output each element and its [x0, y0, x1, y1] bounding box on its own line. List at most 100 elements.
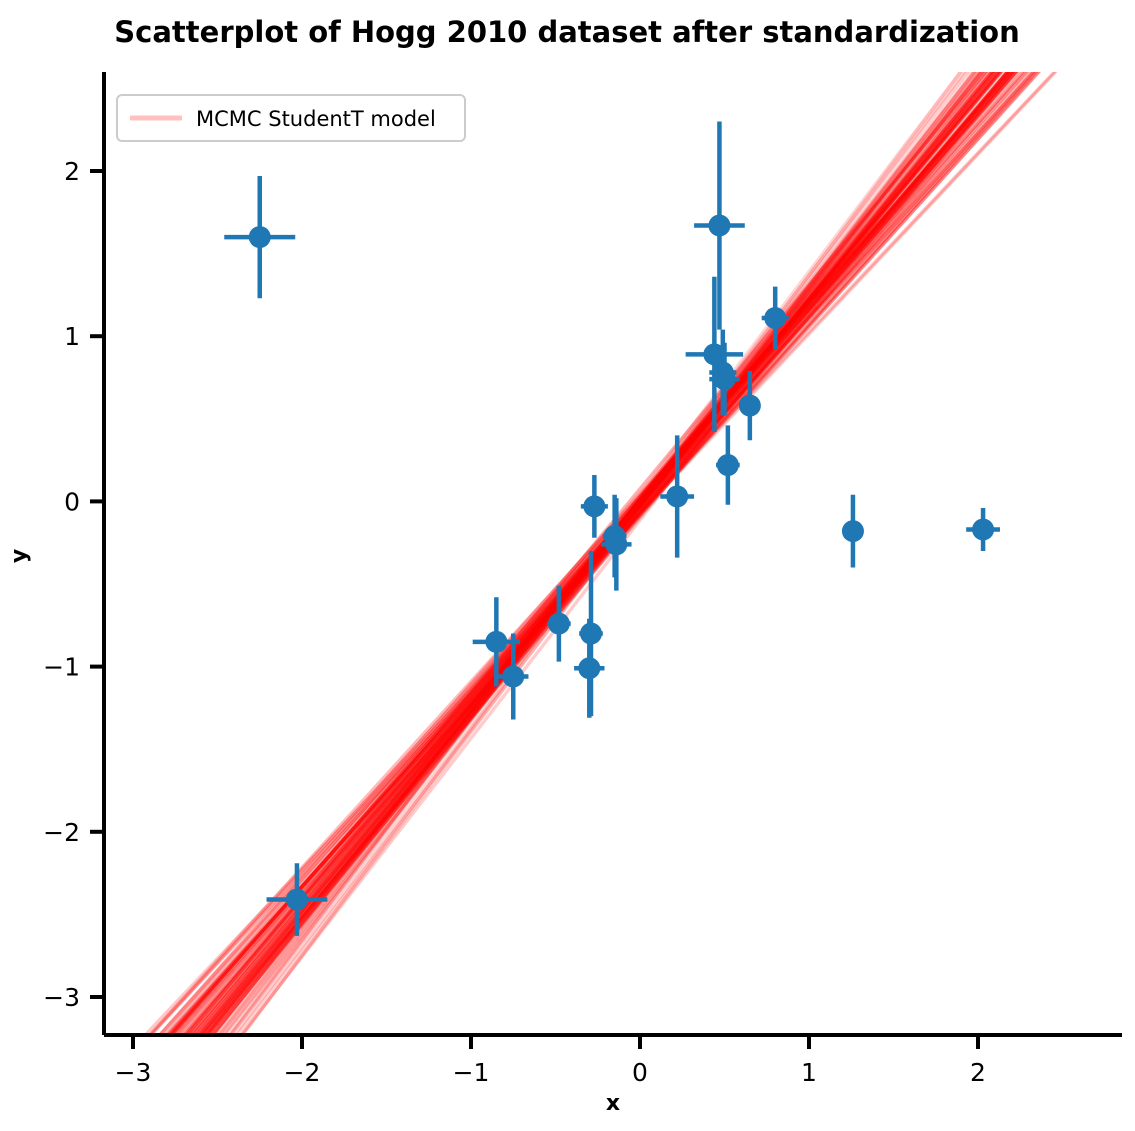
marker	[248, 226, 271, 249]
marker	[841, 520, 864, 543]
posterior-line	[209, 72, 1000, 1035]
posterior-line	[181, 72, 1010, 1035]
posterior-line	[217, 72, 977, 1035]
posterior-line	[167, 72, 1013, 1035]
posterior-line	[210, 72, 984, 1035]
posterior-line	[210, 72, 985, 1035]
data-point	[601, 498, 632, 591]
marker	[605, 533, 628, 556]
x-axis-label: x	[606, 1091, 620, 1116]
x-tick-label: −2	[284, 1058, 321, 1087]
posterior-line	[201, 72, 1010, 1035]
marker	[578, 657, 601, 680]
data-point	[709, 342, 740, 416]
posterior-line	[204, 72, 994, 1035]
posterior-line	[157, 72, 1036, 1035]
marker	[485, 630, 508, 653]
posterior-line	[168, 72, 1029, 1035]
marker	[764, 307, 787, 330]
marker	[666, 485, 689, 508]
legend[interactable]: MCMC StudentT model	[116, 94, 466, 142]
data-point	[761, 286, 789, 350]
posterior-line	[227, 72, 967, 1035]
marker	[703, 343, 726, 366]
marker	[583, 495, 606, 518]
posterior-line	[234, 72, 980, 1035]
data-points-layer	[224, 121, 1000, 936]
posterior-line	[171, 72, 1013, 1035]
posterior-line	[198, 72, 994, 1035]
data-point	[694, 121, 745, 330]
data-point	[498, 633, 529, 720]
posterior-line	[184, 72, 1004, 1035]
posterior-line	[169, 72, 1021, 1035]
y-axis-ticks: −3 −2 −1 0 1 2	[43, 157, 104, 1012]
marker	[285, 888, 308, 911]
data-point	[660, 435, 695, 558]
posterior-line	[165, 72, 1042, 1035]
y-tick-label: 0	[64, 487, 80, 516]
y-axis-label: y	[7, 549, 32, 563]
posterior-line	[188, 72, 1011, 1035]
x-tick-label: 2	[970, 1058, 986, 1087]
y-tick-label: −2	[43, 818, 80, 847]
data-point	[685, 276, 744, 433]
posterior-line	[157, 72, 1017, 1035]
posterior-line	[162, 72, 1019, 1035]
posterior-line	[174, 72, 1036, 1035]
data-point	[574, 618, 605, 718]
posterior-line	[228, 72, 970, 1035]
posterior-line	[210, 72, 995, 1035]
x-tick-label: 0	[632, 1058, 648, 1087]
posterior-line	[228, 72, 963, 1035]
posterior-line	[204, 72, 997, 1035]
posterior-line	[185, 72, 988, 1035]
data-point	[224, 175, 296, 299]
posterior-line	[170, 72, 1041, 1035]
posterior-line	[197, 72, 996, 1035]
posterior-line	[212, 72, 982, 1035]
posterior-line	[205, 72, 997, 1035]
marker	[713, 368, 736, 391]
posterior-line	[193, 72, 1015, 1035]
posterior-line	[147, 72, 1028, 1035]
posterior-line	[222, 72, 978, 1035]
posterior-line	[191, 72, 1001, 1035]
posterior-line	[194, 72, 1003, 1035]
data-point	[716, 425, 740, 505]
legend-entry-label: MCMC StudentT model	[196, 107, 436, 131]
posterior-line	[201, 72, 992, 1035]
posterior-line	[148, 72, 1037, 1035]
data-point	[738, 370, 761, 441]
posterior-line	[200, 72, 1018, 1035]
y-tick-label: −1	[43, 653, 80, 682]
posterior-line	[206, 72, 1010, 1035]
posterior-line	[206, 72, 988, 1035]
page-title: Scatterplot of Hogg 2010 dataset after s…	[114, 15, 1019, 49]
posterior-lines-layer	[142, 72, 1058, 1035]
posterior-line	[221, 72, 983, 1035]
x-tick-label: 1	[801, 1058, 817, 1087]
data-point	[966, 508, 1000, 551]
y-tick-label: 2	[64, 157, 80, 186]
posterior-line	[169, 72, 1019, 1035]
data-point	[580, 474, 608, 538]
legend-frame	[116, 94, 466, 142]
marker	[547, 612, 570, 635]
x-tick-label: −3	[115, 1058, 152, 1087]
posterior-line	[203, 72, 998, 1035]
posterior-line	[232, 72, 977, 1035]
data-point	[841, 494, 864, 568]
posterior-line	[196, 72, 1002, 1035]
marker	[716, 454, 739, 477]
posterior-line	[199, 72, 1000, 1035]
posterior-line	[147, 72, 1058, 1035]
marker	[502, 665, 525, 688]
marker	[972, 518, 995, 541]
posterior-line	[187, 72, 1003, 1035]
y-tick-label: −3	[43, 983, 80, 1012]
x-axis-ticks: −3 −2 −1 0 1 2	[115, 1035, 986, 1087]
